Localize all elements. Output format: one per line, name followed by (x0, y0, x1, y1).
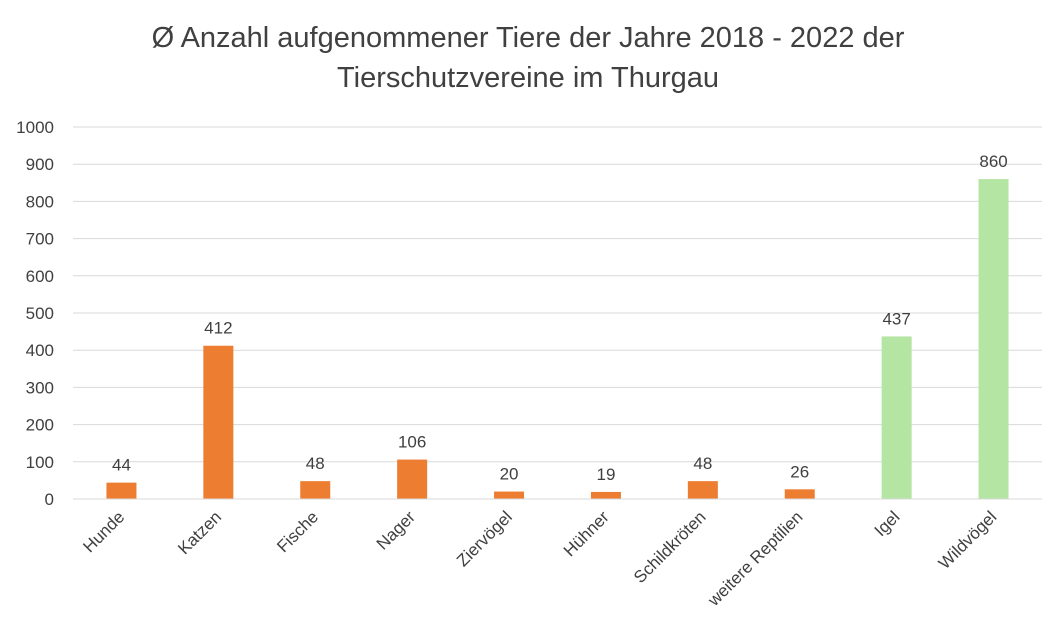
x-tick-label: Ziervögel (453, 507, 516, 570)
bar (590, 491, 621, 499)
y-tick-label: 300 (26, 378, 54, 397)
y-tick-label: 800 (26, 192, 54, 211)
x-tick-label: Igel (871, 507, 904, 540)
x-tick-label: Hühner (560, 507, 613, 560)
bar (978, 179, 1009, 499)
data-label: 437 (882, 309, 910, 328)
chart-title-line-1: Ø Anzahl aufgenommener Tiere der Jahre 2… (151, 22, 905, 54)
y-tick-label: 200 (26, 416, 54, 435)
data-label: 26 (790, 462, 809, 481)
x-tick-label: Wildvögel (935, 507, 1001, 573)
data-label: 44 (112, 456, 131, 475)
chart-title: Ø Anzahl aufgenommener Tiere der Jahre 2… (0, 18, 1056, 98)
y-tick-label: 700 (26, 230, 54, 249)
y-tick-label: 600 (26, 267, 54, 286)
data-label: 19 (596, 465, 615, 484)
bar (397, 459, 428, 499)
data-label: 412 (204, 319, 232, 338)
bar (881, 336, 912, 499)
x-tick-label: Fische (273, 507, 322, 556)
x-tick-label: Schildkröten (630, 507, 710, 587)
bar (784, 489, 815, 499)
y-tick-label: 400 (26, 341, 54, 360)
bar (494, 491, 525, 499)
y-tick-label: 1000 (16, 118, 54, 137)
bar (687, 481, 718, 499)
bar (300, 481, 331, 499)
data-label: 860 (979, 152, 1007, 171)
data-label: 48 (306, 454, 325, 473)
x-tick-label: Nager (373, 507, 419, 553)
bar (106, 482, 137, 499)
bar (203, 345, 234, 499)
y-tick-label: 100 (26, 453, 54, 472)
x-tick-label: weitere Reptilien (704, 507, 807, 610)
data-label: 20 (500, 465, 519, 484)
y-tick-label: 0 (45, 490, 54, 509)
y-tick-label: 500 (26, 304, 54, 323)
x-tick-label: Hunde (79, 507, 128, 556)
y-tick-label: 900 (26, 155, 54, 174)
x-tick-label: Katzen (174, 507, 225, 558)
data-label: 106 (398, 433, 426, 452)
chart-title-line-2: Tierschutzvereine im Thurgau (337, 62, 719, 94)
data-label: 48 (693, 454, 712, 473)
